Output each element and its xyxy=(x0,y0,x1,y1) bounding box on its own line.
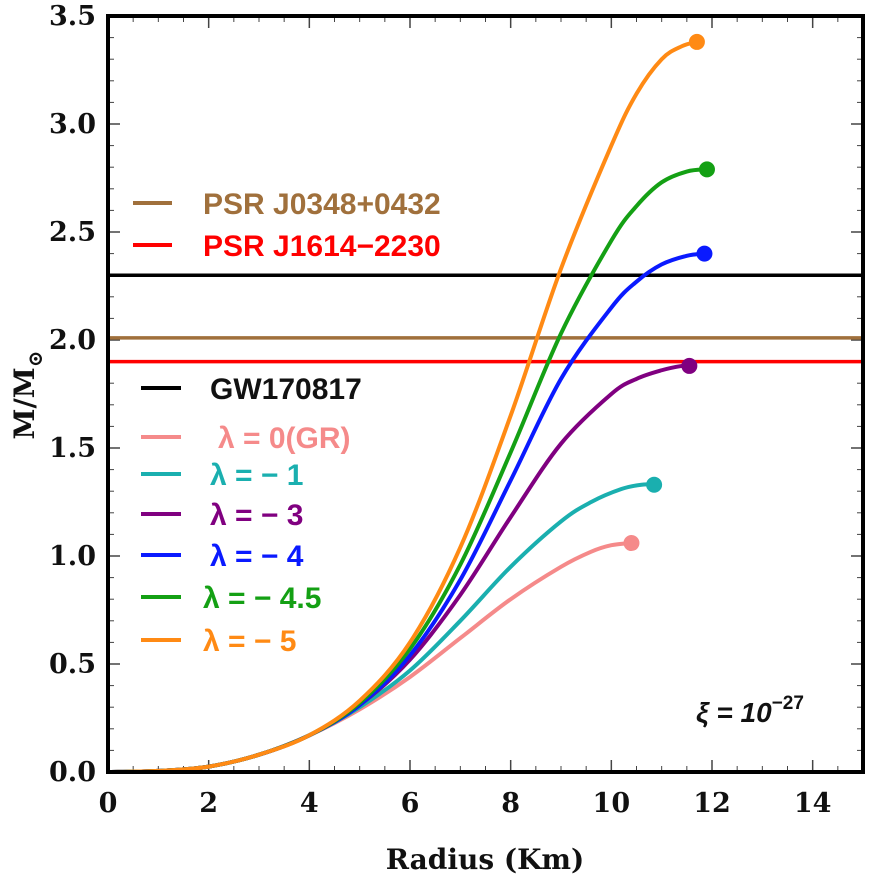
y-tick-label: 0.5 xyxy=(49,649,96,680)
legend-label-top-1: PSR J1614−2230 xyxy=(203,230,441,263)
y-tick-label: 3.5 xyxy=(49,1,96,32)
x-tick-label: 6 xyxy=(401,788,420,819)
y-tick-label: 0.0 xyxy=(49,757,96,788)
legend-label-bottom-5: λ = − 4.5 xyxy=(203,582,321,615)
x-tick-labels: 0 2 4 6 8 10 12 14 xyxy=(99,788,832,819)
curve-series-5 xyxy=(106,39,699,774)
y-tick-labels: 0.0 0.5 1.0 1.5 2.0 2.5 3.0 3.5 xyxy=(49,1,96,788)
legend-label-bottom-3: λ = − 3 xyxy=(210,499,303,532)
plot-frame xyxy=(106,14,865,774)
endpoint-series-1 xyxy=(646,476,663,493)
mass-radius-curves xyxy=(106,39,709,774)
legend-label-top-0: PSR J0348+0432 xyxy=(203,188,441,221)
xi-annotation-exponent: −27 xyxy=(772,693,804,714)
y-tick-label: 2.0 xyxy=(49,325,96,356)
endpoint-series-4 xyxy=(698,161,715,178)
endpoint-series-5 xyxy=(688,33,705,50)
x-tick-label: 14 xyxy=(794,788,832,819)
endpoint-series-3 xyxy=(696,245,713,262)
endpoint-series-0 xyxy=(623,535,640,552)
horizontal-reference-lines xyxy=(108,273,863,364)
legend-label-bottom-6: λ = − 5 xyxy=(203,625,296,658)
legend-label-bottom-4: λ = − 4 xyxy=(210,540,304,573)
legend-label-bottom-1: λ = 0(GR) xyxy=(218,422,351,455)
y-axis-title-main: M/M xyxy=(8,367,41,439)
x-tick-label: 12 xyxy=(693,788,731,819)
y-tick-label: 2.5 xyxy=(49,217,96,248)
legend-label-bottom-2: λ = − 1 xyxy=(210,459,303,492)
xi-annotation-base: ξ = 10 xyxy=(696,697,772,728)
y-tick-label: 1.5 xyxy=(49,433,96,464)
y-axis-title: M/M⊙ xyxy=(8,351,47,440)
legend: PSR J0348+0432 PSR J1614−2230 GW170817 λ = … xyxy=(133,188,441,658)
endpoint-series-2 xyxy=(681,357,698,374)
y-axis-title-sub: ⊙ xyxy=(23,351,47,368)
legend-label-bottom-0: GW170817 xyxy=(210,373,362,406)
x-tick-label: 8 xyxy=(501,788,520,819)
x-tick-label: 2 xyxy=(199,788,218,819)
xi-annotation: ξ = 10−27 xyxy=(696,693,804,728)
y-tick-label: 3.0 xyxy=(49,109,96,140)
x-tick-label: 0 xyxy=(99,788,118,819)
x-tick-label: 10 xyxy=(593,788,631,819)
x-tick-label: 4 xyxy=(300,788,319,819)
y-tick-label: 1.0 xyxy=(49,541,96,572)
curve-endpoints xyxy=(623,33,715,552)
x-axis-title: Radius (Km) xyxy=(386,843,585,876)
